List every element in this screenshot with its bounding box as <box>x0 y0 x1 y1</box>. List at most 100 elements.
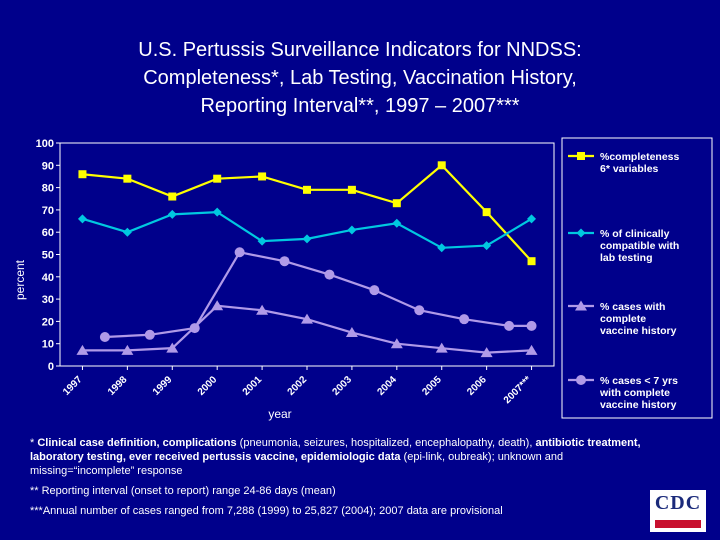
x-tick-label: 1998 <box>106 374 130 398</box>
x-tick-label: 1997 <box>61 374 85 398</box>
legend-label-1: %completeness <box>600 151 680 163</box>
title-line-3: Reporting Interval**, 1997 – 2007*** <box>200 95 520 117</box>
x-tick-label: 2001 <box>241 374 265 398</box>
series-4-data-point <box>526 320 537 331</box>
plot-area-frame <box>59 142 555 367</box>
footnote-text: * <box>30 437 38 449</box>
x-axis-label: year <box>268 407 291 421</box>
series-3-data-point <box>76 344 89 355</box>
series-2-data-point <box>122 227 132 237</box>
footnote-case-counts: ***Annual number of cases ranged from 7,… <box>30 505 503 517</box>
series-2-data-point <box>167 209 177 219</box>
legend-label-3: % cases with <box>600 301 665 313</box>
x-tick-label: 1999 <box>151 374 175 398</box>
series-3-data-point <box>301 313 313 324</box>
footnote-reporting-interval: ** Reporting interval (onset to report) … <box>30 485 336 497</box>
x-tick-label: 2002 <box>286 374 310 398</box>
series-3-data-point <box>390 338 403 349</box>
series-1-data-point <box>213 174 222 183</box>
y-tick-label: 70 <box>42 205 54 217</box>
series-1-data-point <box>168 192 177 201</box>
series-1-data-point <box>437 161 446 170</box>
series-4-data-point <box>99 332 110 343</box>
y-tick-label: 80 <box>42 183 54 195</box>
footnotes: * Clinical case definition, complication… <box>30 436 670 524</box>
series-2-data-point <box>302 234 312 244</box>
y-tick-label: 20 <box>42 316 54 328</box>
legend-label-4: vaccine history <box>600 399 677 411</box>
cdc-logo-bar <box>655 520 701 528</box>
legend-marker-1 <box>577 152 585 160</box>
legend-marker-3 <box>575 300 587 311</box>
series-4-data-point <box>459 314 470 325</box>
series-2-data-point <box>212 207 222 217</box>
legend-label-1: 6* variables <box>600 163 659 175</box>
y-tick-label: 50 <box>42 250 54 262</box>
series-4-data-point <box>369 285 380 296</box>
series-2-data-point <box>527 214 537 224</box>
series-3-data-point <box>211 300 224 311</box>
legend-label-2: compatible with <box>600 240 679 252</box>
series-4-data-point <box>504 320 515 331</box>
series-4-data-point <box>189 323 200 334</box>
title-line-2: Completeness*, Lab Testing, Vaccination … <box>143 67 577 89</box>
y-axis-label: percent <box>13 259 27 300</box>
x-tick-label: 2006 <box>465 374 489 398</box>
x-tick-label: 2003 <box>331 374 355 398</box>
legend-label-4: % cases < 7 yrs <box>600 375 678 387</box>
series-2-data-point <box>437 243 447 253</box>
series-1-data-point <box>123 174 132 183</box>
y-tick-label: 90 <box>42 160 54 172</box>
footnote-emphasis: Clinical case definition, complications <box>37 437 237 449</box>
footnote-text: (pneumonia, seizures, hospitalized, ence… <box>236 437 536 449</box>
series-3-data-point <box>435 342 448 353</box>
series-2-data-point <box>482 241 492 251</box>
series-3-data-point <box>256 304 269 315</box>
series-4-data-point <box>414 305 425 316</box>
series-2-data-point <box>347 225 357 235</box>
series-1-data-point <box>392 199 401 208</box>
series-1-data-point <box>78 170 87 179</box>
series-1-data-point <box>482 208 491 217</box>
series-line-4 <box>104 251 532 339</box>
series-3-data-point <box>525 344 538 355</box>
series-2-data-point <box>392 218 402 228</box>
series-3-data-point <box>166 342 179 353</box>
series-line-3 <box>82 304 532 354</box>
legend-marker-4 <box>576 375 586 385</box>
series-4-data-point <box>279 256 290 267</box>
series-1-data-point <box>258 172 267 181</box>
y-tick-label: 0 <box>48 361 54 373</box>
series-3-data-point <box>480 347 493 358</box>
y-tick-label: 100 <box>36 138 54 150</box>
legend-label-3: complete <box>600 313 646 325</box>
series-1-data-point <box>303 185 311 194</box>
x-tick-label: 2004 <box>375 374 399 398</box>
cdc-logo: CDC <box>650 490 706 532</box>
series-1-data-point <box>347 185 356 194</box>
chart-title: U.S. Pertussis Surveillance Indicators f… <box>0 36 720 120</box>
legend-label-4: with complete <box>599 387 670 399</box>
y-tick-label: 60 <box>42 227 54 239</box>
legend-label-2: % of clinically <box>600 228 670 240</box>
y-tick-label: 30 <box>42 294 54 306</box>
series-2-data-point <box>257 236 267 246</box>
title-line-1: U.S. Pertussis Surveillance Indicators f… <box>138 39 582 61</box>
series-3-data-point <box>121 344 134 355</box>
y-tick-label: 40 <box>42 272 54 284</box>
footnote-emphasis: antibiotic treatment, laboratory testing… <box>30 437 641 463</box>
legend-box <box>561 137 713 419</box>
legend-label-2: lab testing <box>600 252 653 264</box>
footnote-text: (epi-link, oubreak); unknown and missing… <box>30 451 564 477</box>
footnote-completeness: * Clinical case definition, complication… <box>30 436 670 478</box>
series-1-data-point <box>527 257 536 266</box>
cdc-logo-letters: CDC <box>654 492 702 514</box>
legend-label-3: vaccine history <box>600 325 677 337</box>
series-4-data-point <box>234 247 245 258</box>
y-tick-label: 10 <box>42 339 54 351</box>
series-3-data-point <box>345 327 358 338</box>
plot-area-background <box>60 130 554 415</box>
series-2-data-point <box>77 214 87 224</box>
legend-marker-2 <box>576 228 586 238</box>
